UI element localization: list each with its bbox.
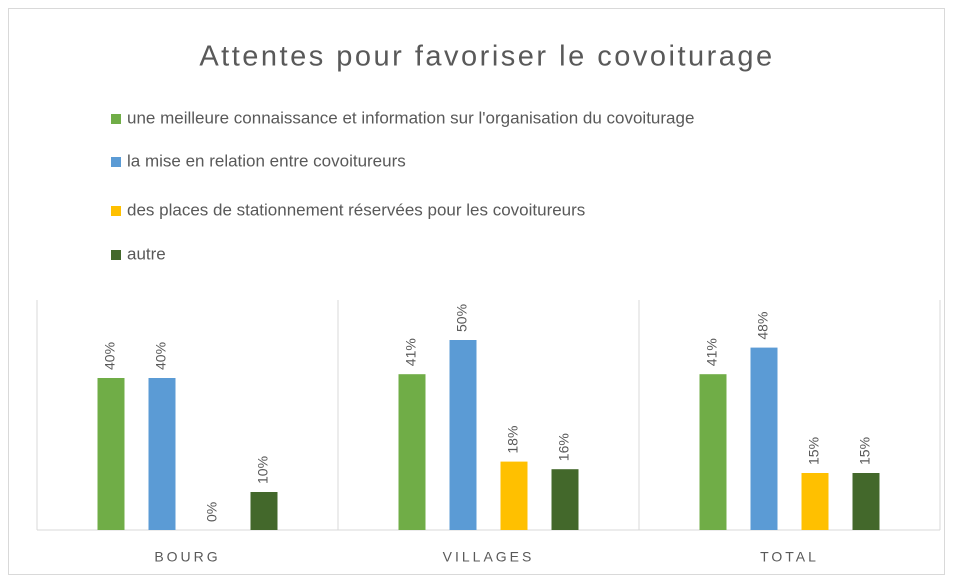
bar xyxy=(97,378,125,530)
data-label: 48% xyxy=(755,312,771,340)
legend-label: la mise en relation entre covoitureurs xyxy=(127,151,406,170)
bar xyxy=(500,461,528,530)
x-tick-label: VILLAGES xyxy=(443,549,535,565)
legend-swatch xyxy=(111,250,121,260)
chart-title: Attentes pour favoriser le covoiturage xyxy=(199,41,774,73)
x-tick-label: BOURG xyxy=(154,549,220,565)
bar xyxy=(398,374,426,530)
bar xyxy=(852,473,880,530)
data-label: 40% xyxy=(102,342,118,370)
bar xyxy=(750,347,778,530)
legend-label: autre xyxy=(127,244,166,263)
data-label: 0% xyxy=(204,502,220,522)
bar xyxy=(699,374,727,530)
bar xyxy=(551,469,579,530)
data-label: 41% xyxy=(704,338,720,366)
data-label: 16% xyxy=(556,433,572,461)
legend-swatch xyxy=(111,114,121,124)
bar xyxy=(801,473,829,530)
x-tick-label: TOTAL xyxy=(760,549,819,565)
legend-swatch xyxy=(111,157,121,167)
bar xyxy=(148,378,176,530)
data-label: 41% xyxy=(403,338,419,366)
data-label: 50% xyxy=(454,304,470,332)
data-label: 10% xyxy=(255,456,271,484)
bar xyxy=(250,492,278,530)
legend-label: une meilleure connaissance et informatio… xyxy=(127,108,694,127)
data-label: 15% xyxy=(857,437,873,465)
data-label: 18% xyxy=(505,426,521,454)
data-label: 15% xyxy=(806,437,822,465)
legend-swatch xyxy=(111,206,121,216)
data-label: 40% xyxy=(153,342,169,370)
legend-label: des places de stationnement réservées po… xyxy=(127,200,585,219)
bar xyxy=(449,340,477,530)
